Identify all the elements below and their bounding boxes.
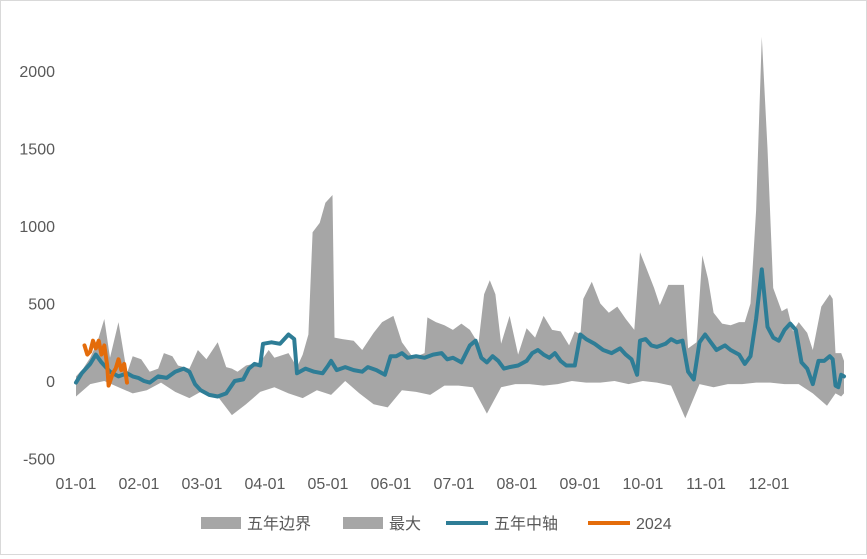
median-line xyxy=(74,267,846,399)
x-tick-label: 11-01 xyxy=(686,476,726,493)
current-2024-line xyxy=(82,338,129,388)
y-tick-label: -500 xyxy=(23,452,55,469)
x-axis: 01-01 02-01 03-01 04-01 05-01 06-01 07-01 08-01… xyxy=(56,476,790,493)
x-tick-label: 10-01 xyxy=(623,476,664,493)
x-tick-label: 03-01 xyxy=(182,476,223,493)
x-tick-label: 05-01 xyxy=(308,476,349,493)
band-layer xyxy=(76,36,844,419)
legend-label-current: 2024 xyxy=(636,516,672,533)
median-layer xyxy=(74,267,846,399)
x-tick-label: 09-01 xyxy=(560,476,601,493)
x-tick-label: 12-01 xyxy=(749,476,790,493)
x-tick-label: 04-01 xyxy=(245,476,286,493)
y-tick-label: 1500 xyxy=(19,142,55,159)
legend-swatch-band xyxy=(201,517,241,529)
x-tick-label: 08-01 xyxy=(497,476,538,493)
y-axis: -500 0 500 1000 1500 2000 xyxy=(19,64,55,469)
current-layer xyxy=(82,338,129,388)
y-tick-label: 0 xyxy=(46,374,55,391)
y-tick-label: 2000 xyxy=(19,64,55,81)
x-tick-label: 07-01 xyxy=(434,476,475,493)
x-tick-label: 06-01 xyxy=(371,476,412,493)
y-tick-label: 500 xyxy=(28,297,55,314)
legend-swatch-max xyxy=(343,517,383,529)
legend-label-median: 五年中轴 xyxy=(494,515,558,533)
band-area xyxy=(76,36,844,419)
x-tick-label: 01-01 xyxy=(56,476,97,493)
legend-label-band: 五年边界 xyxy=(247,515,311,533)
x-tick-label: 02-01 xyxy=(119,476,160,493)
legend: 五年边界 最大 五年中轴 2024 xyxy=(201,515,672,533)
y-tick-label: 1000 xyxy=(19,219,55,236)
legend-label-max: 最大 xyxy=(389,515,421,533)
